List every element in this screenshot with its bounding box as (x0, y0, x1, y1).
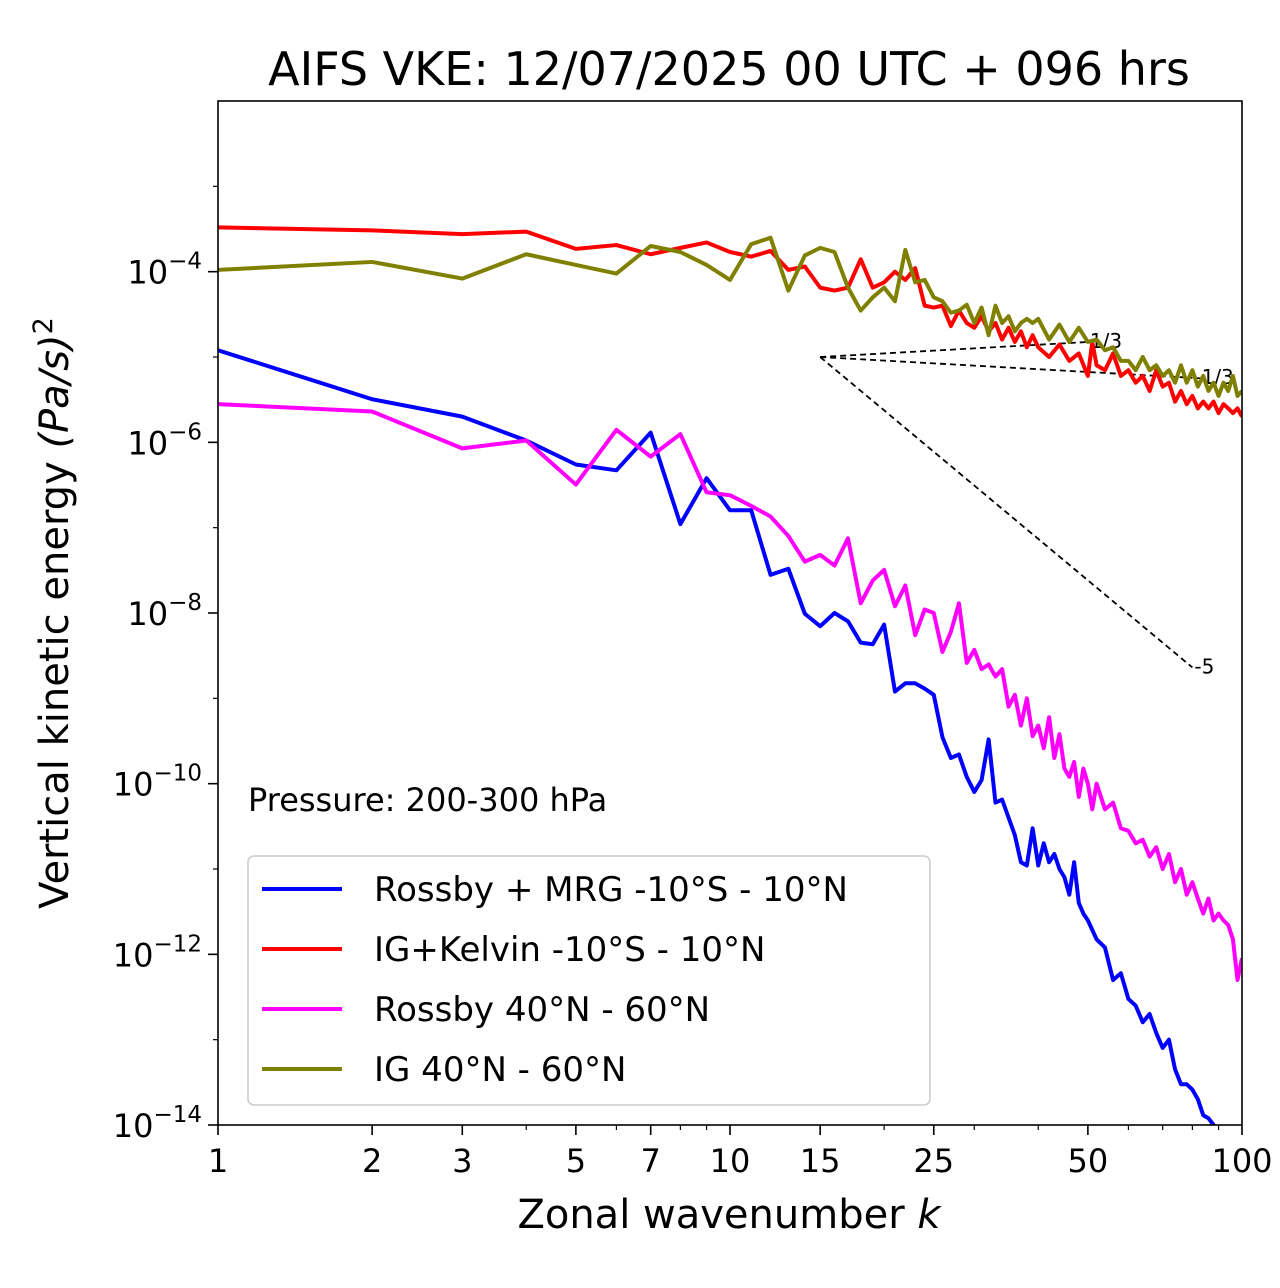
data-series (218, 225, 1242, 1125)
x-axis-label-var: k (917, 1192, 942, 1238)
pressure-annotation: Pressure: 200-300 hPa (248, 781, 607, 819)
legend-box (247, 855, 931, 1106)
legend-items: Rossby + MRG -10°S - 10°N IG+Kelvin -10°S… (262, 870, 848, 1090)
x-tick-label: 3 (452, 1142, 472, 1180)
x-tick-label: 10 (710, 1142, 751, 1180)
y-tick-label: 10−10 (113, 761, 202, 804)
x-tick-label: 100 (1211, 1142, 1272, 1180)
y-axis-label-sup: 2 (28, 317, 59, 334)
y-axis-label: Vertical kinetic energy (Pa/s)2 (28, 317, 78, 909)
series-line-rossby-mrg-10-s-10-n (218, 348, 1216, 1125)
x-tick-label: 15 (800, 1142, 841, 1180)
y-axis: 10−4 10−6 10−8 10−10 10−12 10−14 (113, 185, 218, 1145)
x-axis: 1 2 3 5 7 10 15 25 50 100 (208, 1125, 1273, 1180)
x-tick-label: 7 (641, 1142, 661, 1180)
slope-line-1-3 (820, 341, 1088, 358)
x-axis-label: Zonal wavenumber k (517, 1192, 942, 1238)
y-tick-label: 10−12 (113, 931, 202, 974)
slope-line-5 (819, 356, 1193, 669)
series-line-rossby-40-n-60-n (218, 402, 1242, 983)
series-line-ig-40-n-60-n (218, 235, 1242, 398)
y-axis-label-var: (Pa/s) (32, 334, 78, 448)
y-tick-label: 10−6 (127, 419, 202, 462)
chart-title: AIFS VKE: 12/07/2025 00 UTC + 096 hrs (268, 42, 1190, 96)
x-tick-label: 50 (1068, 1142, 1109, 1180)
legend-label: IG 40°N - 60°N (374, 1050, 626, 1090)
y-tick-label: 10−4 (127, 249, 202, 292)
y-axis-label-main: Vertical kinetic energy (32, 449, 78, 909)
x-tick-label: 2 (362, 1142, 382, 1180)
slope-label-5: -5 (1194, 654, 1214, 678)
x-axis-label-main: Zonal wavenumber (517, 1192, 917, 1238)
legend-label: Rossby + MRG -10°S - 10°N (374, 870, 848, 910)
y-tick-label: 10−14 (113, 1102, 202, 1145)
x-tick-label: 25 (913, 1142, 954, 1180)
y-tick-label: 10−8 (127, 590, 202, 633)
legend: Rossby + MRG -10°S - 10°N IG+Kelvin -10°S… (247, 855, 931, 1106)
x-tick-label: 1 (208, 1142, 228, 1180)
series-line-ig-kelvin-10-s-10-n (218, 225, 1242, 418)
x-tick-label: 5 (566, 1142, 586, 1180)
legend-label: IG+Kelvin -10°S - 10°N (374, 930, 765, 970)
legend-label: Rossby 40°N - 60°N (374, 990, 710, 1030)
